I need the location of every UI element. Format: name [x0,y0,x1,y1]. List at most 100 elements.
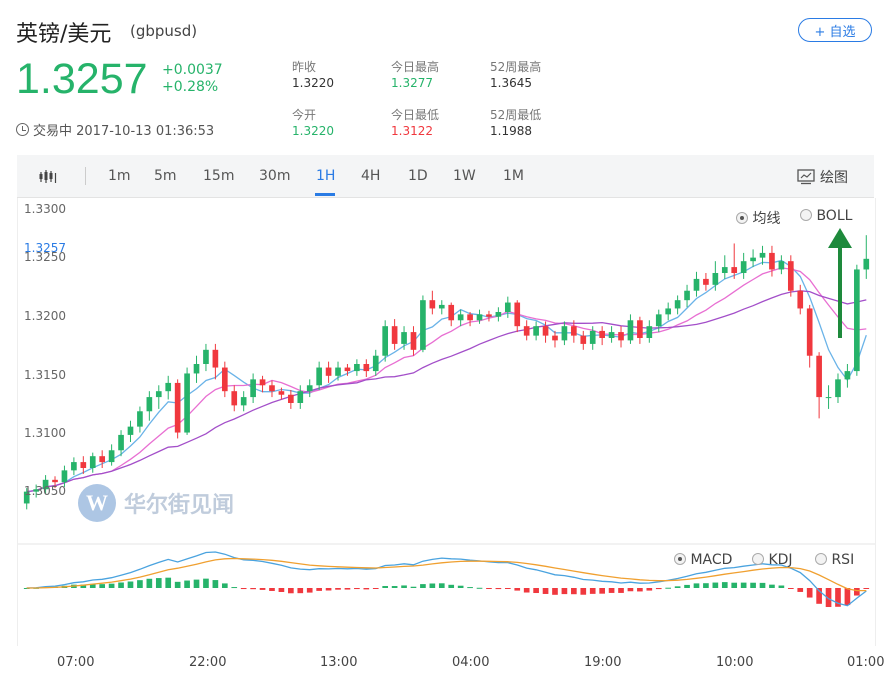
macd-bar [118,582,124,588]
macd-bar [637,588,643,592]
candle-body [372,355,379,372]
overlay-ma-option[interactable]: 均线 [736,208,780,228]
change-percent: +0.28% [162,79,219,95]
candle-body [637,320,643,338]
period-1d[interactable]: 1D [408,168,428,184]
macd-bar [297,588,304,594]
candle-body [231,391,238,406]
candle-body [221,367,228,392]
macd-bar [523,588,530,593]
candle-body [684,290,690,301]
macd-bar [391,586,398,588]
period-15m[interactable]: 15m [203,168,235,184]
macd-bar [655,588,662,590]
ma20-line [26,290,867,493]
overlay-boll-option[interactable]: BOLL [800,208,852,224]
y-tick: 1.3100 [24,426,66,440]
indicator-kdj-label: KDJ [768,552,793,568]
macd-bar [797,588,804,592]
candle-body [504,302,511,312]
macd-bar [806,588,813,598]
macd-bar [533,588,539,594]
candle-body [80,462,87,468]
candle-body [514,302,521,327]
y-tick: 1.3250 [24,250,66,264]
add-watchlist-button[interactable]: + 自选 [798,18,872,42]
candle-body [769,252,775,270]
candle-body [33,489,39,492]
candle-body [495,312,502,317]
macd-bar [589,588,596,594]
candle-body [335,367,341,376]
macd-bar [618,588,624,593]
candle-body [571,326,577,336]
drawing-icon [797,169,815,185]
watermark-logo-icon: W [78,484,116,522]
macd-bar [448,584,455,588]
watermark: W 华尔街见闻 [78,484,234,522]
candle-body [420,300,426,350]
macd-bar [514,588,521,591]
macd-bar [665,587,672,589]
y-tick: 1.3050 [24,484,66,498]
chart-type-icon[interactable] [39,169,57,188]
period-1mo[interactable]: 1M [503,168,524,184]
current-price-label: 1.3257 [24,241,66,255]
active-period-indicator [315,193,335,196]
macd-bar [552,588,558,595]
draw-button[interactable]: 绘图 [797,167,848,187]
macd-dif-line [26,551,867,607]
overlay-ma-label: 均线 [752,211,781,227]
candle-body [674,300,681,309]
candle-body [712,273,719,285]
period-5m[interactable]: 5m [154,168,177,184]
y-tick: 1.3200 [24,309,66,323]
prev-close-label: 昨收 [292,60,317,74]
candle-body [165,382,172,392]
candle-body [797,290,804,309]
macd-bar [787,588,794,589]
macd-bar [80,584,87,588]
macd-bar [137,580,143,588]
period-1m[interactable]: 1m [108,168,131,184]
y-tick: 1.3300 [24,202,66,216]
macd-bar [155,578,162,588]
52wk-low-label: 52周最低 [490,108,542,122]
change-value: +0.0037 [162,62,223,78]
candle-body [184,373,190,433]
macd-bar [835,588,841,607]
candle-body [448,304,455,321]
candle-body [344,367,351,372]
candle-body [854,269,860,372]
status-text: 交易中 2017-10-13 01:36:53 [33,124,215,139]
period-4h[interactable]: 4H [361,168,381,184]
period-1h[interactable]: 1H [316,168,336,184]
indicator-macd-label: MACD [690,552,733,568]
x-tick: 04:00 [452,655,490,670]
macd-bar [127,581,134,588]
macd-bar [203,578,209,588]
candle-body [618,332,624,341]
candle-body [269,385,275,392]
candle-body [589,330,596,344]
period-1w[interactable]: 1W [453,168,476,184]
candle-body [193,364,200,374]
macd-bar [561,588,568,595]
chart-toolbar: 1m 5m 15m 30m 1H 4H 1D 1W 1M 绘图 [17,155,874,198]
indicator-kdj-option[interactable]: KDJ [752,552,793,568]
day-high-value: 1.3277 [391,76,433,90]
macd-bar [231,587,238,589]
macd-bar [278,588,285,592]
macd-bar [457,585,464,588]
macd-bar [599,588,605,594]
chart-area[interactable]: W 华尔街见闻 1.3300 1.3250 1.3200 1.3150 1.31… [17,198,876,646]
open-label: 今开 [292,108,317,122]
indicator-rsi-option[interactable]: RSI [815,552,854,568]
period-30m[interactable]: 30m [259,168,291,184]
candle-body [863,258,870,270]
candle-body [665,308,672,315]
macd-bar [731,582,738,588]
y-tick: 1.3150 [24,368,66,382]
indicator-macd-option[interactable]: MACD [674,552,732,568]
x-tick: 19:00 [584,655,622,670]
